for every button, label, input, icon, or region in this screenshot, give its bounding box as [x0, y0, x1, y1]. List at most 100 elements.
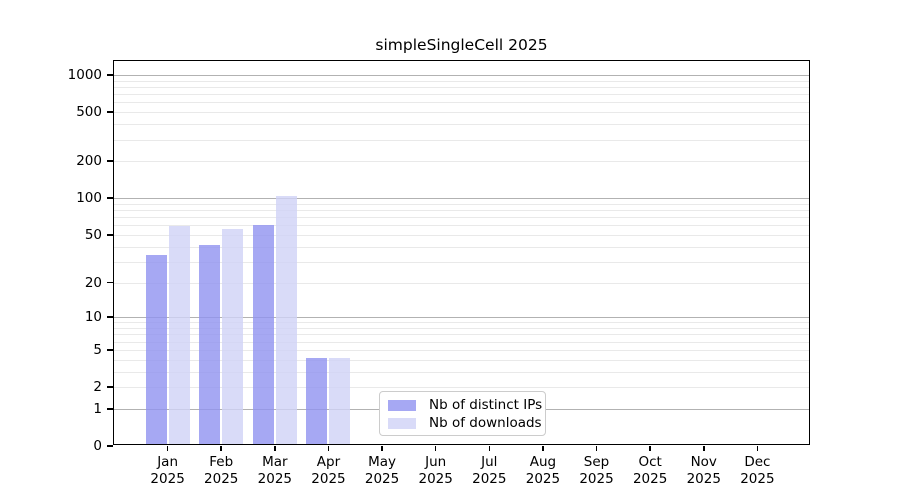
x-tick-month: Sep [583, 454, 610, 470]
x-tick-label-jun: Jun 2025 [404, 454, 468, 487]
legend: Nb of distinct IPs Nb of downloads [379, 391, 546, 436]
minor-gridline [114, 322, 809, 324]
x-axis-tick [381, 446, 383, 451]
minor-gridline [114, 203, 809, 205]
y-tick-label: 10 [84, 309, 102, 326]
x-tick-label-dec: Dec 2025 [725, 454, 789, 487]
y-axis-tick [107, 111, 113, 113]
x-tick-month: Jun [425, 454, 447, 470]
x-tick-label-aug: Aug 2025 [511, 454, 575, 487]
y-axis-tick [107, 197, 113, 199]
bar-distinct-ips-apr [306, 357, 328, 444]
x-tick-year: 2025 [204, 470, 239, 487]
x-tick-month: Dec [744, 454, 771, 470]
y-tick-label: 1 [93, 400, 102, 417]
x-tick-year: 2025 [579, 470, 614, 487]
y-axis-tick [107, 281, 113, 284]
x-tick-month: Jan [157, 454, 179, 470]
minor-gridline [114, 86, 809, 88]
x-tick-year: 2025 [525, 470, 561, 487]
x-tick-year: 2025 [364, 470, 400, 487]
x-tick-year: 2025 [632, 470, 668, 487]
major-gridline [114, 317, 809, 319]
x-tick-month: May [368, 454, 397, 470]
x-tick-year: 2025 [418, 470, 453, 487]
y-tick-label: 200 [76, 153, 102, 170]
bar-distinct-ips-jan [145, 254, 167, 444]
x-tick-label-apr: Apr 2025 [296, 454, 360, 487]
y-tick-label: 2 [93, 379, 102, 395]
minor-gridline [114, 334, 809, 336]
x-tick-month: Feb [209, 454, 234, 470]
legend-label-distinct-ips: Nb of distinct IPs [429, 397, 543, 413]
x-axis-tick [595, 446, 598, 451]
legend-swatch-downloads [388, 417, 416, 429]
x-axis-tick [488, 446, 491, 451]
minor-gridline [114, 328, 809, 329]
bar-downloads-jan [168, 225, 190, 444]
legend-swatch-distinct-ips [388, 399, 416, 411]
x-axis-tick [542, 446, 544, 451]
x-tick-label-oct: Oct 2025 [618, 454, 682, 487]
minor-gridline [114, 124, 809, 126]
x-tick-label-jul: Jul 2025 [457, 454, 521, 487]
minor-gridline [114, 94, 809, 96]
bar-downloads-apr [329, 357, 351, 444]
x-tick-year: 2025 [150, 470, 185, 487]
x-tick-label-nov: Nov 2025 [672, 454, 736, 487]
x-tick-label-jan: Jan 2025 [136, 454, 200, 487]
y-tick-label: 50 [84, 226, 102, 243]
major-gridline [114, 75, 809, 76]
x-tick-month: Apr [316, 454, 341, 470]
minor-gridline [114, 80, 809, 82]
x-tick-month: Oct [638, 454, 662, 470]
y-tick-label: 500 [76, 104, 102, 121]
y-tick-label: 5 [93, 341, 102, 358]
minor-gridline [114, 341, 809, 343]
y-tick-label: 0 [93, 438, 102, 454]
x-tick-label-sep: Sep 2025 [565, 454, 629, 487]
x-tick-month: Jul [481, 454, 498, 470]
bar-distinct-ips-mar [252, 225, 274, 444]
y-tick-label: 1000 [67, 67, 102, 83]
minor-gridline [114, 139, 809, 141]
minor-gridline [114, 349, 809, 351]
y-axis-tick [107, 445, 113, 447]
minor-gridline [114, 210, 809, 212]
minor-gridline [114, 112, 809, 114]
x-tick-month: Mar [262, 454, 288, 470]
minor-gridline [114, 282, 809, 284]
x-tick-month: Aug [529, 454, 557, 470]
legend-item-distinct-ips: Nb of distinct IPs [388, 397, 542, 413]
minor-gridline [114, 371, 809, 373]
y-axis-tick [107, 316, 113, 318]
y-tick-label: 20 [84, 274, 102, 291]
bar-downloads-mar [275, 196, 297, 444]
plot-area: 0 1 2 5 10 20 50 100 200 500 1000 Jan 2025 Feb 2025 Mar… [68, 60, 810, 487]
y-axis-tick [107, 74, 113, 76]
x-axis-tick [756, 446, 759, 451]
x-axis-tick [166, 446, 169, 451]
y-tick-label: 100 [76, 190, 102, 207]
minor-gridline [114, 161, 809, 163]
x-axis-tick [649, 446, 651, 451]
x-tick-month: Nov [690, 454, 717, 470]
y-axis-tick [107, 349, 113, 351]
minor-gridline [114, 234, 809, 236]
x-axis-tick [274, 446, 276, 451]
x-tick-year: 2025 [311, 470, 346, 487]
x-tick-label-feb: Feb 2025 [189, 454, 253, 487]
bar-distinct-ips-feb [199, 244, 221, 444]
legend-item-downloads: Nb of downloads [388, 415, 542, 431]
x-axis-tick [434, 446, 437, 451]
x-axis-tick [220, 446, 222, 451]
x-tick-year: 2025 [686, 470, 721, 487]
x-tick-year: 2025 [257, 470, 293, 487]
minor-gridline [114, 102, 809, 104]
minor-gridline [114, 261, 809, 263]
y-axis-tick [107, 234, 113, 236]
bar-downloads-feb [222, 228, 244, 444]
minor-gridline [114, 359, 809, 361]
x-axis-tick [327, 446, 330, 451]
